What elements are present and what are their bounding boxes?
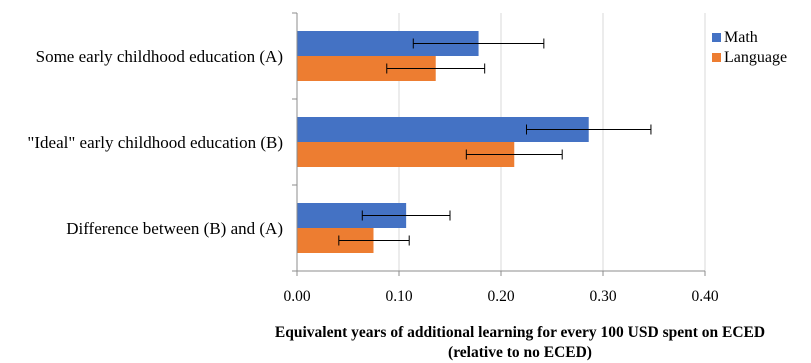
x-tick-labels: 0.00 0.10 0.20 0.30 0.40 bbox=[283, 288, 718, 305]
x-axis-title-line-2: (relative to no ECED) bbox=[448, 344, 592, 361]
x-tick-label-0: 0.00 bbox=[283, 288, 310, 305]
legend-swatch-language bbox=[712, 53, 721, 62]
error-bars bbox=[338, 38, 652, 246]
x-tick-label-2: 0.20 bbox=[487, 288, 514, 305]
legend: Math Language bbox=[712, 29, 787, 66]
legend-label-language: Language bbox=[724, 49, 787, 66]
category-label-1: "Ideal" early childhood education (B) bbox=[27, 133, 283, 152]
x-tick-label-1: 0.10 bbox=[385, 288, 412, 305]
category-label-0: Some early childhood education (A) bbox=[36, 47, 283, 66]
x-tick-label-3: 0.30 bbox=[589, 288, 616, 305]
x-tick-label-4: 0.40 bbox=[691, 288, 718, 305]
x-axis-title-line-1: Equivalent years of additional learning … bbox=[275, 324, 765, 341]
legend-label-math: Math bbox=[724, 29, 758, 46]
category-labels: Some early childhood education (A) "Ideal… bbox=[27, 47, 283, 238]
bars bbox=[297, 31, 589, 253]
legend-swatch-math bbox=[712, 33, 721, 42]
category-label-2: Difference between (B) and (A) bbox=[66, 219, 283, 238]
category-separators bbox=[292, 12, 297, 272]
